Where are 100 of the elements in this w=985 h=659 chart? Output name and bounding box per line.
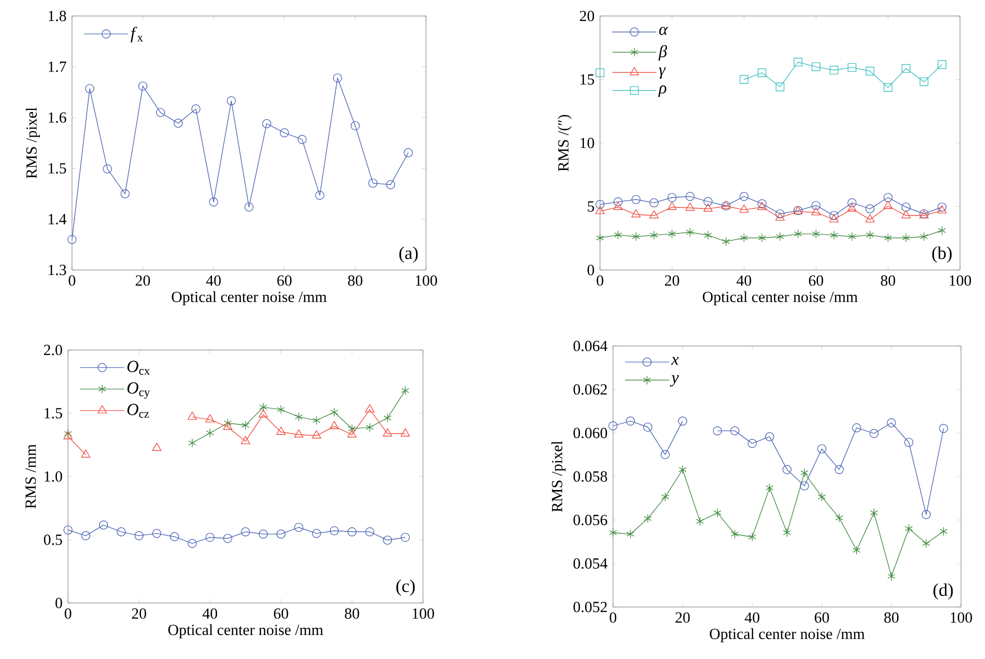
point: [102, 164, 112, 174]
point: [632, 232, 640, 242]
point: [404, 148, 413, 158]
x-tick-label: 40: [744, 612, 760, 623]
point: [660, 450, 670, 460]
legend-label: O$_{cx}$: [127, 360, 150, 375]
x-tick-label: 20: [136, 275, 150, 286]
point: [258, 409, 268, 418]
x-tick-label: 100: [950, 612, 972, 623]
point: [757, 199, 767, 208]
point: [940, 526, 948, 536]
y-tick-label: 1.5: [44, 408, 62, 418]
point: [835, 513, 844, 522]
point: [920, 77, 928, 86]
point: [595, 206, 605, 214]
point: [205, 532, 215, 542]
point: [829, 214, 839, 222]
point: [382, 428, 392, 436]
y-tick-label: 15: [580, 74, 594, 85]
point: [350, 121, 360, 130]
annotation: (d): [933, 583, 953, 600]
point: [661, 492, 670, 502]
point: [98, 520, 108, 530]
x-tick-label: 60: [274, 608, 288, 619]
point: [712, 426, 722, 436]
point: [852, 546, 861, 555]
point: [886, 418, 896, 428]
y-tick-label: 1.7: [48, 62, 66, 72]
point: [829, 210, 839, 220]
point: [884, 233, 892, 242]
point: [240, 436, 250, 444]
x-tick-label: 60: [277, 275, 292, 286]
point: [887, 572, 896, 581]
point: [765, 432, 774, 442]
point: [258, 530, 268, 539]
point: [812, 229, 820, 238]
point: [156, 108, 166, 118]
point: [400, 428, 410, 436]
point: [206, 428, 214, 438]
point: [400, 532, 410, 542]
point: [866, 230, 874, 240]
point: [794, 229, 802, 238]
x-axis-title: Optical center noise /mm: [168, 624, 324, 638]
y-tick-label: 0.062: [574, 384, 607, 395]
point: [226, 96, 236, 106]
point: [63, 525, 73, 535]
point: [276, 426, 286, 435]
point: [644, 514, 652, 524]
x-tick-label: 40: [206, 275, 221, 286]
point: [382, 536, 392, 545]
y-axis-title: RMS /(″): [558, 114, 572, 172]
point: [174, 118, 183, 128]
point: [649, 210, 659, 218]
point: [811, 200, 821, 210]
point: [667, 202, 677, 210]
point: [922, 538, 930, 548]
y-tick-label: 1.6: [48, 112, 66, 123]
x-tick-label: 80: [344, 608, 360, 619]
x-tick-label: 20: [676, 612, 690, 623]
x-tick-label: 80: [884, 612, 899, 623]
point: [347, 527, 357, 536]
point: [922, 510, 931, 520]
point: [869, 428, 879, 438]
point: [776, 82, 784, 92]
point: [847, 203, 857, 212]
point: [834, 465, 844, 474]
point: [904, 524, 913, 534]
point: [170, 532, 180, 542]
legend-label: x: [671, 357, 679, 365]
point: [748, 438, 757, 448]
point: [866, 66, 874, 76]
point: [81, 531, 90, 540]
point: [884, 83, 892, 92]
point: [830, 230, 838, 240]
point: [775, 212, 785, 221]
point: [696, 516, 704, 526]
point: [739, 204, 749, 213]
point: [883, 200, 893, 209]
point: [631, 209, 641, 218]
point: [205, 414, 215, 422]
point: [775, 209, 785, 218]
point: [596, 68, 604, 78]
legend-label: y: [670, 375, 679, 387]
point: [901, 202, 911, 212]
point: [298, 134, 307, 144]
point: [277, 405, 285, 414]
y-tick-label: 0.064: [574, 340, 608, 352]
annotation: (a): [399, 246, 418, 263]
point: [315, 190, 324, 200]
point: [595, 200, 605, 209]
point: [596, 233, 604, 242]
point: [643, 422, 652, 432]
point: [730, 530, 739, 539]
point: [811, 207, 821, 216]
y-axis-title: RMS /pixel: [551, 440, 566, 512]
point: [704, 230, 712, 240]
point: [613, 197, 623, 206]
point: [242, 420, 250, 430]
legend-label: O$_{cy}$: [127, 382, 150, 399]
point: [937, 202, 947, 212]
